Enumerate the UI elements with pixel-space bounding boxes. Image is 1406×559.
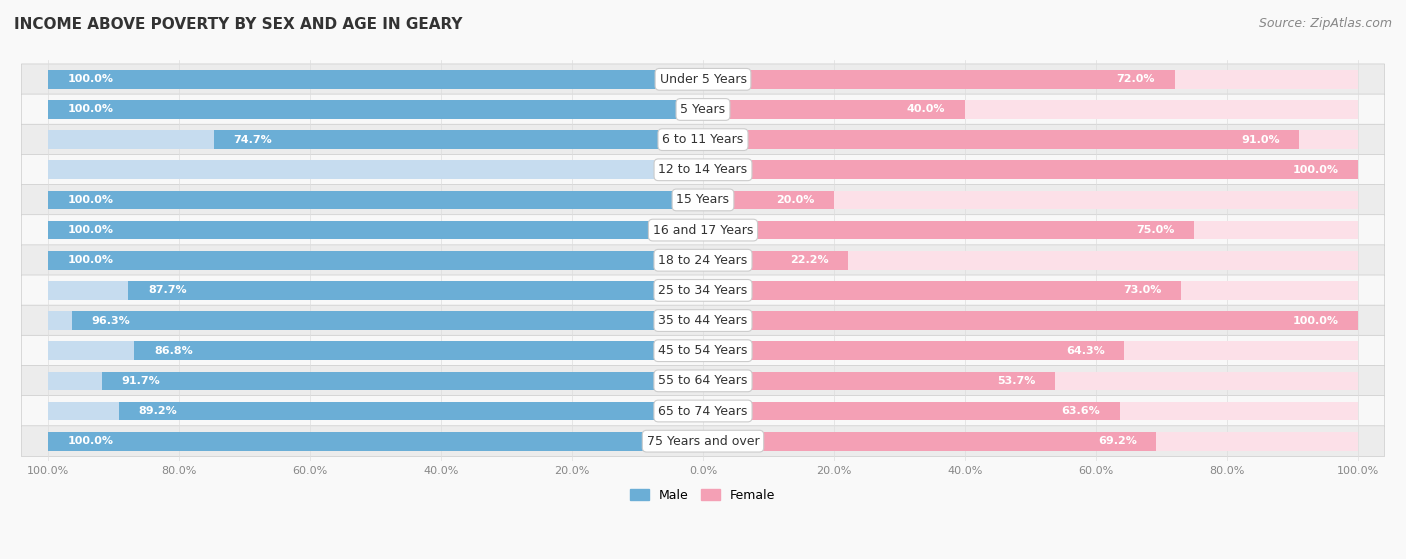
Bar xyxy=(703,191,834,209)
Text: 100.0%: 100.0% xyxy=(1292,315,1339,325)
Text: 73.0%: 73.0% xyxy=(1123,286,1161,295)
Bar xyxy=(48,130,214,149)
Bar xyxy=(48,221,703,239)
FancyBboxPatch shape xyxy=(21,215,1385,245)
Bar xyxy=(703,70,1175,89)
Text: 35 to 44 Years: 35 to 44 Years xyxy=(658,314,748,327)
Text: 6 to 11 Years: 6 to 11 Years xyxy=(662,133,744,146)
Text: 100.0%: 100.0% xyxy=(1292,165,1339,175)
Text: 40.0%: 40.0% xyxy=(907,105,945,115)
Text: 100.0%: 100.0% xyxy=(67,436,114,446)
Text: 100.0%: 100.0% xyxy=(67,105,114,115)
Text: 100.0%: 100.0% xyxy=(67,255,114,265)
Text: 63.6%: 63.6% xyxy=(1062,406,1099,416)
Bar xyxy=(1181,281,1358,300)
Bar xyxy=(72,311,703,330)
Bar xyxy=(48,281,128,300)
Bar xyxy=(103,372,703,390)
Bar xyxy=(703,432,1156,451)
Text: 45 to 54 Years: 45 to 54 Years xyxy=(658,344,748,357)
Text: 25 to 34 Years: 25 to 34 Years xyxy=(658,284,748,297)
Bar xyxy=(134,342,703,360)
FancyBboxPatch shape xyxy=(21,124,1385,155)
Bar xyxy=(1119,402,1358,420)
FancyBboxPatch shape xyxy=(21,94,1385,125)
FancyBboxPatch shape xyxy=(21,366,1385,396)
Bar xyxy=(834,191,1358,209)
Bar xyxy=(48,70,703,89)
Text: 69.2%: 69.2% xyxy=(1098,436,1137,446)
Bar xyxy=(703,130,1299,149)
Text: 5 Years: 5 Years xyxy=(681,103,725,116)
FancyBboxPatch shape xyxy=(21,275,1385,306)
FancyBboxPatch shape xyxy=(21,305,1385,336)
Bar xyxy=(1175,70,1358,89)
FancyBboxPatch shape xyxy=(21,154,1385,185)
Text: 55 to 64 Years: 55 to 64 Years xyxy=(658,375,748,387)
Bar xyxy=(1195,221,1358,239)
Text: 96.3%: 96.3% xyxy=(91,315,131,325)
Text: 15 Years: 15 Years xyxy=(676,193,730,206)
Bar xyxy=(128,281,703,300)
Text: 91.0%: 91.0% xyxy=(1241,135,1279,145)
Bar xyxy=(48,160,703,179)
Bar xyxy=(703,160,1358,179)
Text: 100.0%: 100.0% xyxy=(67,225,114,235)
Text: 100.0%: 100.0% xyxy=(67,195,114,205)
Bar xyxy=(1125,342,1358,360)
Text: 20.0%: 20.0% xyxy=(776,195,814,205)
Bar xyxy=(703,221,1195,239)
FancyBboxPatch shape xyxy=(21,184,1385,215)
Text: Under 5 Years: Under 5 Years xyxy=(659,73,747,86)
Bar xyxy=(48,432,703,451)
FancyBboxPatch shape xyxy=(21,426,1385,457)
Text: 75.0%: 75.0% xyxy=(1136,225,1175,235)
Bar xyxy=(214,130,703,149)
Text: 53.7%: 53.7% xyxy=(997,376,1035,386)
Bar xyxy=(1299,130,1358,149)
Bar xyxy=(703,251,848,269)
Text: 12 to 14 Years: 12 to 14 Years xyxy=(658,163,748,176)
Bar xyxy=(703,372,1054,390)
Text: Source: ZipAtlas.com: Source: ZipAtlas.com xyxy=(1258,17,1392,30)
Text: INCOME ABOVE POVERTY BY SEX AND AGE IN GEARY: INCOME ABOVE POVERTY BY SEX AND AGE IN G… xyxy=(14,17,463,32)
Text: 74.7%: 74.7% xyxy=(233,135,271,145)
Text: 64.3%: 64.3% xyxy=(1066,345,1105,356)
FancyBboxPatch shape xyxy=(21,245,1385,276)
Bar xyxy=(48,191,703,209)
Text: 18 to 24 Years: 18 to 24 Years xyxy=(658,254,748,267)
Bar xyxy=(48,372,103,390)
Bar xyxy=(703,342,1125,360)
Text: 91.7%: 91.7% xyxy=(122,376,160,386)
Text: 72.0%: 72.0% xyxy=(1116,74,1156,84)
Text: 75 Years and over: 75 Years and over xyxy=(647,435,759,448)
Bar xyxy=(118,402,703,420)
Bar xyxy=(703,311,1358,330)
Text: 100.0%: 100.0% xyxy=(67,74,114,84)
Bar xyxy=(848,251,1358,269)
Bar xyxy=(48,402,118,420)
Text: 87.7%: 87.7% xyxy=(148,286,187,295)
Text: 86.8%: 86.8% xyxy=(153,345,193,356)
Text: 89.2%: 89.2% xyxy=(138,406,177,416)
Bar xyxy=(1054,372,1358,390)
Bar xyxy=(48,311,72,330)
Bar xyxy=(703,402,1119,420)
Text: 16 and 17 Years: 16 and 17 Years xyxy=(652,224,754,236)
Bar xyxy=(48,251,703,269)
Bar xyxy=(48,342,134,360)
FancyBboxPatch shape xyxy=(21,396,1385,427)
Legend: Male, Female: Male, Female xyxy=(626,484,780,506)
FancyBboxPatch shape xyxy=(21,335,1385,366)
Bar xyxy=(965,100,1358,119)
Bar xyxy=(1156,432,1358,451)
Bar xyxy=(703,281,1181,300)
Bar xyxy=(703,100,965,119)
Text: 65 to 74 Years: 65 to 74 Years xyxy=(658,405,748,418)
FancyBboxPatch shape xyxy=(21,64,1385,94)
Text: 22.2%: 22.2% xyxy=(790,255,828,265)
Bar xyxy=(48,100,703,119)
